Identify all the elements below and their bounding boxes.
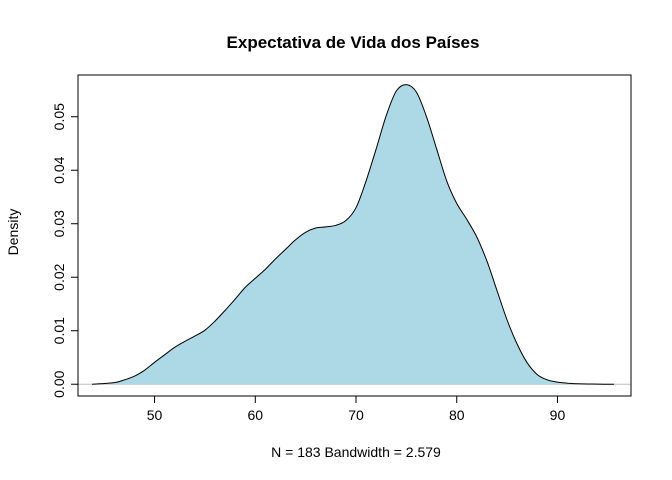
x-tick-label: 70 xyxy=(348,407,364,423)
x-axis: 50 60 70 80 90 xyxy=(147,395,566,423)
y-tick-label: 0.02 xyxy=(51,263,67,290)
y-tick-label: 0.05 xyxy=(51,103,67,130)
plot-area xyxy=(78,84,631,385)
x-axis-label: N = 183 Bandwidth = 2.579 xyxy=(271,444,441,460)
chart-title: Expectativa de Vida dos Países xyxy=(227,33,480,52)
x-tick-label: 80 xyxy=(449,407,465,423)
y-axis-label: Density xyxy=(5,209,21,256)
y-axis: 0.00 0.01 0.02 0.03 0.04 0.05 xyxy=(51,103,79,398)
y-tick-label: 0.04 xyxy=(51,156,67,183)
x-tick-label: 60 xyxy=(247,407,263,423)
density-curve xyxy=(92,84,614,385)
y-tick-label: 0.01 xyxy=(51,317,67,344)
x-tick-label: 50 xyxy=(147,407,163,423)
x-tick-label: 90 xyxy=(550,407,566,423)
density-area xyxy=(92,84,614,385)
y-tick-label: 0.03 xyxy=(51,210,67,237)
y-tick-label: 0.00 xyxy=(51,370,67,397)
